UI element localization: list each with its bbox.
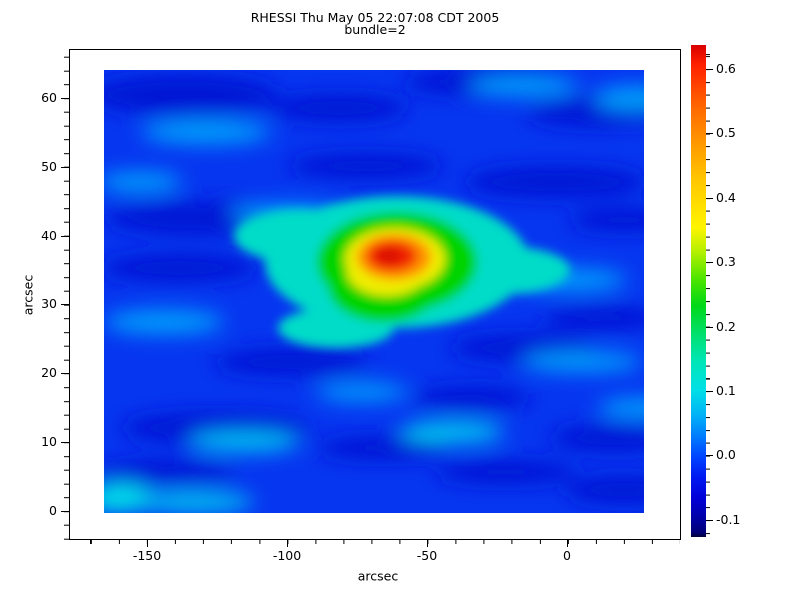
y-tick-label: 10 [41, 434, 57, 449]
colorbar-tick-label: 0.3 [716, 254, 736, 269]
colorbar-major-tick [706, 391, 713, 392]
colorbar-tick-label: 0.1 [716, 383, 736, 398]
colorbar-major-tick [706, 262, 713, 263]
x-major-tick [427, 540, 428, 547]
y-major-tick [61, 304, 69, 305]
heatmap-image [104, 70, 644, 513]
y-major-tick [61, 98, 69, 99]
x-tick-label: 0 [563, 548, 571, 563]
y-tick-label: 0 [49, 503, 57, 518]
colorbar-tick-label: 0.5 [716, 125, 736, 140]
y-major-tick [61, 511, 69, 512]
y-major-tick [61, 167, 69, 168]
y-major-tick [61, 442, 69, 443]
source-blob [234, 196, 570, 348]
colorbar-major-tick [706, 198, 713, 199]
y-major-tick [61, 373, 69, 374]
colorbar [691, 45, 706, 537]
figure-title: RHESSI Thu May 05 22:07:08 CDT 2005 bund… [69, 10, 681, 37]
y-tick-label: 20 [41, 365, 57, 380]
colorbar-major-tick [706, 327, 713, 328]
y-tick-label: 40 [41, 228, 57, 243]
title-line2: bundle=2 [344, 22, 406, 37]
x-tick-label: -50 [416, 548, 438, 563]
y-tick-label: 30 [41, 296, 57, 311]
colorbar-tick-label: 0.0 [716, 447, 736, 462]
x-major-tick [147, 540, 148, 547]
x-axis-minor-ticks [90, 540, 680, 544]
colorbar-major-tick [706, 69, 713, 70]
title-line1: RHESSI Thu May 05 22:07:08 CDT 2005 [250, 10, 500, 25]
colorbar-major-tick [706, 133, 713, 134]
x-tick-label: -100 [272, 548, 302, 563]
colorbar-major-tick [706, 455, 713, 456]
background-ripples [104, 70, 644, 512]
y-axis-minor-ticks [64, 56, 69, 540]
colorbar-major-tick [706, 520, 713, 521]
colorbar-tick-label: 0.4 [716, 190, 736, 205]
x-tick-label: -150 [132, 548, 162, 563]
y-major-tick [61, 236, 69, 237]
y-axis-label: arcsec [20, 274, 36, 316]
colorbar-tick-label: 0.6 [716, 61, 736, 76]
x-major-tick [567, 540, 568, 547]
y-tick-label: 50 [41, 159, 57, 174]
colorbar-tick-label: 0.2 [716, 319, 736, 334]
y-tick-label: 60 [41, 90, 57, 105]
x-axis-label: arcsec [357, 568, 399, 584]
colorbar-minor-ticks [706, 45, 710, 537]
x-major-tick [287, 540, 288, 547]
colorbar-tick-label: -0.1 [716, 512, 741, 527]
